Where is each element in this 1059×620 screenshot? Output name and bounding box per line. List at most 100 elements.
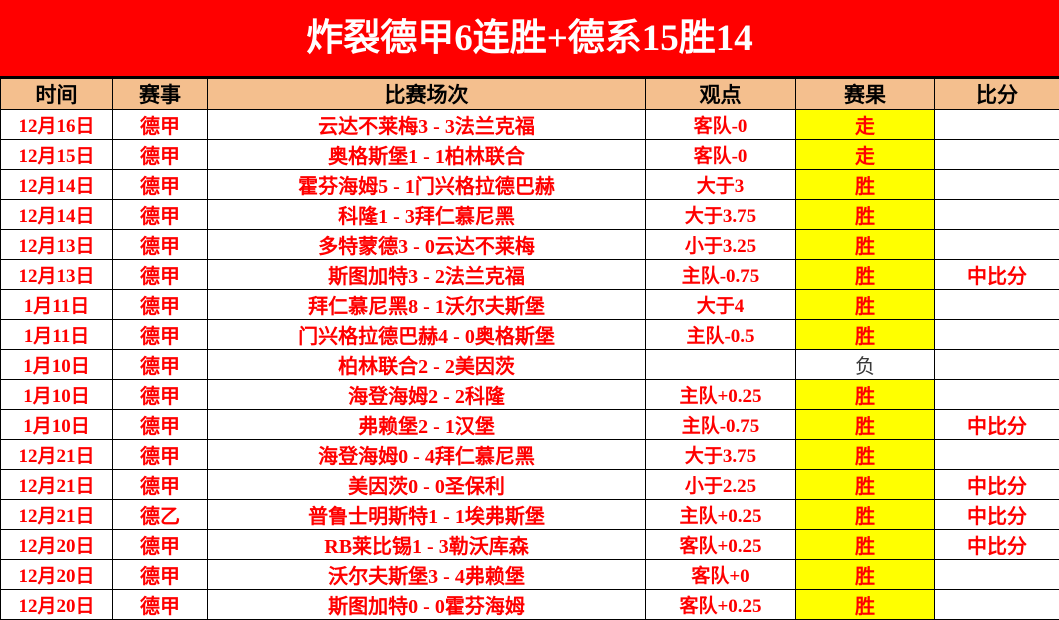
status-badge: 胜 — [796, 260, 935, 290]
cell-date: 12月21日 — [1, 440, 113, 470]
cell-score — [935, 560, 1059, 590]
cell-score — [935, 170, 1059, 200]
column-header-match: 比赛场次 — [208, 79, 646, 110]
status-badge: 胜 — [796, 500, 935, 530]
cell-match: 海登海姆2 - 2科隆 — [208, 380, 646, 410]
cell-match: 普鲁士明斯特1 - 1埃弗斯堡 — [208, 500, 646, 530]
cell-league: 德甲 — [113, 530, 208, 560]
cell-league: 德甲 — [113, 590, 208, 620]
cell-date: 12月20日 — [1, 530, 113, 560]
cell-match: 科隆1 - 3拜仁慕尼黑 — [208, 200, 646, 230]
status-badge: 胜 — [796, 470, 935, 500]
cell-date: 1月11日 — [1, 320, 113, 350]
cell-league: 德甲 — [113, 170, 208, 200]
cell-match: 拜仁慕尼黑8 - 1沃尔夫斯堡 — [208, 290, 646, 320]
cell-league: 德甲 — [113, 140, 208, 170]
cell-match: 门兴格拉德巴赫4 - 0奥格斯堡 — [208, 320, 646, 350]
status-badge: 胜 — [796, 170, 935, 200]
cell-league: 德甲 — [113, 230, 208, 260]
status-badge: 胜 — [796, 590, 935, 620]
cell-league: 德甲 — [113, 560, 208, 590]
cell-score — [935, 440, 1059, 470]
cell-view: 主队-0.75 — [646, 410, 796, 440]
cell-league: 德甲 — [113, 380, 208, 410]
status-badge: 走 — [796, 110, 935, 140]
cell-view: 客队+0 — [646, 560, 796, 590]
cell-view: 客队+0.25 — [646, 530, 796, 560]
cell-date: 1月10日 — [1, 380, 113, 410]
cell-match: 海登海姆0 - 4拜仁慕尼黑 — [208, 440, 646, 470]
cell-score: 中比分 — [935, 260, 1059, 290]
status-badge: 走 — [796, 140, 935, 170]
cell-view: 大于3 — [646, 170, 796, 200]
cell-score — [935, 290, 1059, 320]
cell-score: 中比分 — [935, 500, 1059, 530]
cell-view: 客队-0 — [646, 110, 796, 140]
status-badge: 负 — [796, 350, 935, 380]
column-header-result: 赛果 — [796, 79, 935, 110]
table-row: 1月10日德甲柏林联合2 - 2美因茨负 — [1, 350, 1059, 380]
page-title: 炸裂德甲6连胜+德系15胜14 — [306, 20, 753, 57]
cell-view: 大于3.75 — [646, 200, 796, 230]
cell-match: 霍芬海姆5 - 1门兴格拉德巴赫 — [208, 170, 646, 200]
cell-view: 大于4 — [646, 290, 796, 320]
cell-score: 中比分 — [935, 470, 1059, 500]
cell-match: 云达不莱梅3 - 3法兰克福 — [208, 110, 646, 140]
cell-score — [935, 350, 1059, 380]
cell-view: 大于3.75 — [646, 440, 796, 470]
cell-date: 1月11日 — [1, 290, 113, 320]
cell-view: 主队-0.75 — [646, 260, 796, 290]
cell-league: 德甲 — [113, 410, 208, 440]
cell-date: 12月15日 — [1, 140, 113, 170]
prediction-sheet: 炸裂德甲6连胜+德系15胜14 时间 赛事 比赛场次 观点 赛果 比分 12月1… — [0, 0, 1059, 585]
cell-date: 1月10日 — [1, 410, 113, 440]
cell-date: 12月20日 — [1, 590, 113, 620]
cell-view: 主队+0.25 — [646, 380, 796, 410]
results-table: 时间 赛事 比赛场次 观点 赛果 比分 12月16日德甲云达不莱梅3 - 3法兰… — [0, 78, 1059, 620]
cell-score: 中比分 — [935, 530, 1059, 560]
cell-score — [935, 380, 1059, 410]
status-badge: 胜 — [796, 320, 935, 350]
cell-match: 柏林联合2 - 2美因茨 — [208, 350, 646, 380]
cell-match: 弗赖堡2 - 1汉堡 — [208, 410, 646, 440]
status-badge: 胜 — [796, 200, 935, 230]
cell-league: 德甲 — [113, 200, 208, 230]
cell-date: 12月20日 — [1, 560, 113, 590]
status-badge: 胜 — [796, 560, 935, 590]
cell-view: 小于2.25 — [646, 470, 796, 500]
cell-score — [935, 320, 1059, 350]
cell-date: 12月16日 — [1, 110, 113, 140]
cell-view: 主队+0.25 — [646, 500, 796, 530]
cell-view: 客队+0.25 — [646, 590, 796, 620]
cell-date: 12月21日 — [1, 500, 113, 530]
cell-date: 1月10日 — [1, 350, 113, 380]
table-header-row: 时间 赛事 比赛场次 观点 赛果 比分 — [1, 79, 1059, 110]
cell-score — [935, 590, 1059, 620]
cell-score — [935, 110, 1059, 140]
cell-match: RB莱比锡1 - 3勒沃库森 — [208, 530, 646, 560]
cell-league: 德甲 — [113, 290, 208, 320]
cell-match: 美因茨0 - 0圣保利 — [208, 470, 646, 500]
cell-match: 沃尔夫斯堡3 - 4弗赖堡 — [208, 560, 646, 590]
column-header-league: 赛事 — [113, 79, 208, 110]
cell-date: 12月13日 — [1, 230, 113, 260]
cell-league: 德甲 — [113, 320, 208, 350]
cell-view: 主队-0.5 — [646, 320, 796, 350]
table-head: 时间 赛事 比赛场次 观点 赛果 比分 — [1, 79, 1059, 110]
cell-date: 12月14日 — [1, 170, 113, 200]
cell-score: 中比分 — [935, 410, 1059, 440]
status-badge: 胜 — [796, 380, 935, 410]
